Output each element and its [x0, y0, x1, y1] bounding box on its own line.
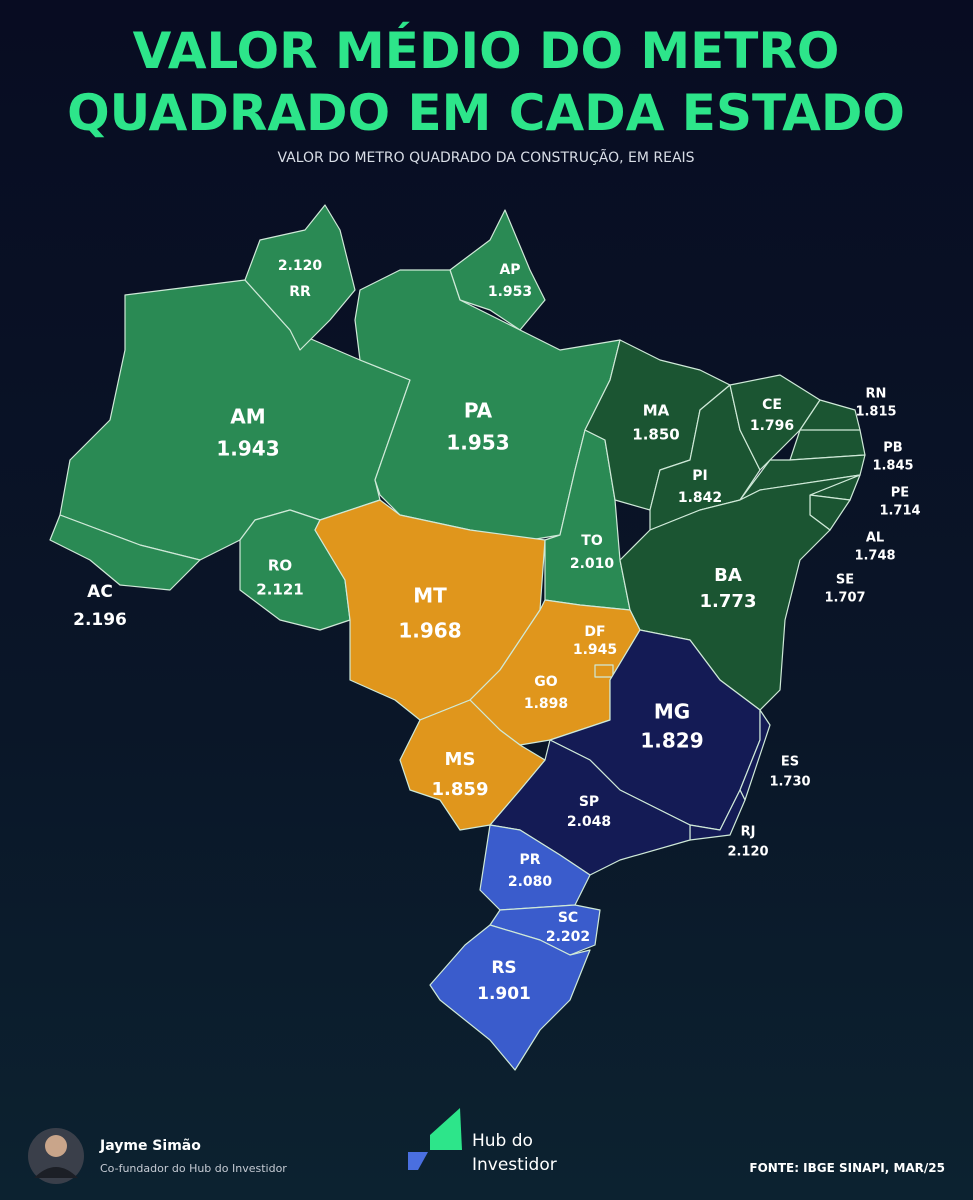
state-value: 1.945 [573, 642, 617, 658]
state-code: RN [866, 387, 887, 402]
author: Jayme Simão Co-fundador do Hub do Invest… [28, 1128, 287, 1184]
state-code: AC [87, 582, 113, 602]
state-shape [479, 824, 591, 911]
state-value: 2.120 [727, 845, 768, 860]
state-shape [399, 699, 546, 831]
state-code: TO [581, 533, 603, 549]
author-role: Co-fundador do Hub do Investidor [100, 1162, 287, 1175]
states [49, 204, 866, 1071]
state-code: AP [499, 262, 520, 278]
state-code: AM [230, 405, 265, 429]
logo-mark [408, 1152, 428, 1170]
state-value: 1.842 [678, 490, 722, 506]
logo: Hub do Investidor [408, 1108, 557, 1175]
state-shape [449, 209, 546, 331]
state-code: DF [584, 624, 605, 640]
state-value: 1.953 [446, 431, 509, 455]
state-value: 1.850 [632, 426, 679, 444]
title-line: VALOR MÉDIO DO METRO [133, 21, 840, 80]
state-code: PE [891, 486, 909, 501]
state-code: RJ [741, 825, 756, 840]
map: AM 1.943 RR 2.120 AP 1.953 PA 1.953 AC 2.196 RO 2.1… [49, 204, 921, 1071]
state-code: SE [836, 573, 854, 588]
subtitle: VALOR DO METRO QUADRADO DA CONSTRUÇÃO, E… [277, 149, 694, 166]
state-shape [729, 374, 821, 471]
state-value: 2.121 [256, 581, 303, 599]
state-value: 1.773 [700, 591, 757, 612]
state-code: RR [289, 284, 311, 300]
state-shape [619, 474, 861, 711]
state-code: ES [781, 755, 799, 770]
state-value: 1.898 [524, 696, 568, 712]
state-value: 1.707 [824, 591, 865, 606]
state-code: SC [558, 910, 578, 926]
state-code: PB [883, 441, 902, 456]
state-value: 2.080 [508, 874, 553, 890]
state-code: MG [654, 700, 690, 724]
state-value: 2.048 [567, 814, 611, 830]
state-value: 1.859 [432, 779, 489, 800]
state-value: 1.815 [855, 405, 896, 420]
state-shape [429, 924, 591, 1071]
state-code: PI [692, 468, 707, 484]
state-code: RO [268, 557, 292, 575]
state-value: 1.901 [477, 984, 531, 1004]
logo-text: Investidor [472, 1155, 557, 1175]
state-value: 2.196 [73, 610, 127, 630]
state-code: CE [762, 397, 782, 413]
state-value: 1.845 [872, 459, 913, 474]
state-code: AL [866, 531, 884, 546]
avatar-face [45, 1135, 67, 1157]
source: FONTE: IBGE SINAPI, MAR/25 [749, 1161, 945, 1175]
state-value: 1.796 [750, 418, 794, 434]
state-code: RS [491, 958, 516, 978]
state-code: PR [519, 852, 540, 868]
state-value: 1.748 [854, 549, 895, 564]
logo-text: Hub do [472, 1131, 533, 1151]
state-code: GO [534, 674, 557, 690]
state-value: 2.010 [570, 556, 615, 572]
title-line: QUADRADO EM CADA ESTADO [67, 84, 905, 142]
state-value: 2.202 [546, 929, 590, 945]
state-shape [49, 514, 201, 591]
logo-mark [430, 1108, 462, 1150]
state-code: MS [445, 749, 476, 770]
state-code: SP [579, 794, 599, 810]
state-code: MT [413, 584, 447, 608]
state-value: 1.953 [488, 284, 532, 300]
labels: AM 1.943 RR 2.120 AP 1.953 PA 1.953 AC 2.196 RO 2.1… [73, 258, 920, 1004]
state-code: PA [464, 399, 493, 423]
state-value: 1.943 [216, 437, 279, 461]
state-value: 1.714 [879, 504, 920, 519]
state-code: MA [643, 402, 670, 420]
state-value: 2.120 [278, 258, 323, 274]
author-name: Jayme Simão [99, 1138, 201, 1154]
state-code: BA [714, 565, 742, 586]
state-value: 1.730 [769, 775, 810, 790]
avatar-body [34, 1167, 78, 1178]
state-value: 1.968 [398, 619, 461, 643]
state-shape [594, 664, 614, 678]
state-shape [244, 204, 356, 351]
state-value: 1.829 [640, 729, 703, 753]
